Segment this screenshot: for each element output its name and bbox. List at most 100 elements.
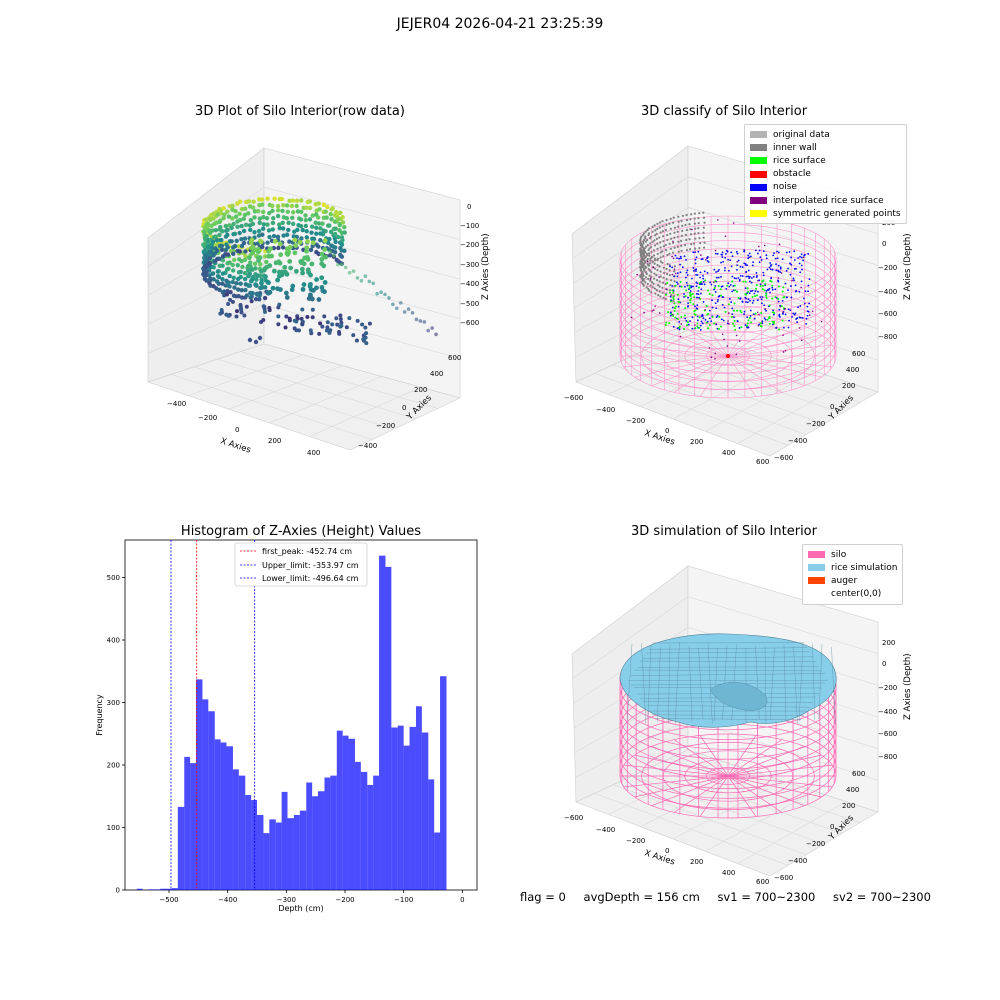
histogram-bar	[171, 888, 178, 890]
noise-point	[675, 281, 678, 284]
raw-data-point	[230, 268, 236, 273]
raw-data-point	[271, 215, 276, 221]
raw-data-point	[354, 338, 359, 343]
noise-point	[771, 268, 774, 271]
inner-wall-point	[662, 276, 665, 279]
gridline	[194, 366, 395, 430]
inner-wall-point	[661, 261, 664, 264]
raw-data-point	[298, 260, 304, 266]
raw-data-point	[285, 252, 291, 257]
histogram-bar	[257, 815, 264, 890]
raw-3d-axes-box	[147, 147, 461, 451]
noise-point	[788, 251, 791, 253]
inner-wall-point	[654, 234, 657, 237]
classify-xlabel: X Axies	[643, 428, 676, 447]
noise-point	[773, 252, 775, 255]
raw-data-point	[332, 253, 336, 258]
inner-wall-point	[668, 252, 671, 255]
rice-surface-meshline	[812, 643, 816, 720]
raw-data-point	[260, 232, 265, 237]
noise-point	[706, 257, 709, 260]
rice-surface-point	[676, 312, 679, 315]
noise-point	[696, 296, 698, 299]
noise-point	[737, 259, 740, 262]
raw-data-point	[299, 236, 304, 241]
legend-swatch	[750, 131, 767, 139]
histogram-bar	[397, 725, 404, 890]
gridline	[574, 268, 689, 333]
rice-surface-meshline	[783, 644, 787, 722]
raw-ztick: −600	[460, 319, 479, 327]
interpolated-surface-point	[666, 288, 668, 291]
noise-point	[736, 252, 739, 255]
raw-data-point	[213, 234, 218, 239]
noise-point	[695, 256, 698, 259]
silo-floor-spoke	[727, 764, 833, 777]
noise-point	[743, 262, 746, 265]
noise-point	[807, 284, 810, 287]
histogram-legend-box	[234, 542, 368, 587]
raw-data-point	[256, 258, 261, 263]
raw-data-point	[230, 279, 235, 285]
interpolated-surface-point	[758, 245, 760, 248]
interpolated-surface-point	[756, 311, 759, 314]
raw-data-point	[233, 214, 239, 219]
inner-wall-point	[666, 233, 669, 237]
legend-swatch	[750, 210, 767, 218]
silo-floor-spoke	[651, 326, 729, 357]
rice-surface-meshline	[831, 647, 836, 724]
rice-surface-point	[768, 317, 771, 320]
inner-wall-point	[658, 280, 661, 283]
rice-surface-point	[781, 319, 784, 322]
rice-surface-point	[734, 289, 737, 292]
histogram-bar	[312, 796, 319, 890]
histogram-bar	[177, 806, 185, 890]
inner-wall-point	[653, 267, 657, 270]
legend-label: obstacle	[773, 169, 811, 180]
inner-wall-point	[659, 241, 662, 244]
rice-surface-point	[672, 296, 675, 299]
raw-ztick: −500	[460, 300, 479, 308]
noise-point	[758, 323, 761, 326]
noise-point	[723, 269, 726, 272]
noise-point	[746, 326, 748, 329]
inner-wall-point	[661, 225, 664, 228]
noise-point	[781, 258, 784, 261]
rice-surface-point	[744, 293, 747, 296]
legend-swatch	[808, 577, 825, 585]
raw-data-point	[242, 257, 248, 263]
rice-surface-point	[746, 322, 749, 325]
raw-data-point	[325, 320, 330, 325]
raw-data-point	[256, 208, 261, 214]
raw-data-point	[284, 232, 290, 237]
silo-floor-spoke	[727, 775, 822, 798]
interpolated-surface-point	[782, 351, 785, 353]
raw-data-point	[225, 245, 230, 250]
rice-surface-point	[668, 291, 671, 294]
raw-data-point	[235, 262, 240, 268]
raw-data-point	[295, 316, 300, 321]
raw-data-point	[202, 268, 207, 273]
raw-data-point	[261, 222, 267, 227]
rice-surface-meshline	[713, 647, 718, 722]
raw-data-point	[297, 328, 302, 333]
noise-point	[800, 316, 802, 319]
rice-surface-meshline	[707, 643, 713, 724]
raw-data-point	[253, 296, 259, 302]
noise-point	[717, 298, 719, 301]
histogram-y-tick-label: 500	[107, 574, 120, 582]
raw-data-point	[264, 259, 269, 265]
noise-point	[738, 327, 741, 329]
inner-wall-point	[665, 218, 668, 222]
legend-swatch	[750, 197, 767, 205]
rice-surface-point	[782, 286, 785, 289]
noise-point	[747, 269, 750, 272]
noise-point	[727, 258, 729, 261]
noise-point	[757, 290, 759, 293]
raw-data-point	[246, 211, 251, 216]
inner-wall-point	[685, 238, 688, 242]
silo-floor-spoke	[634, 355, 729, 378]
inner-wall-point	[664, 228, 667, 232]
inner-wall-point	[662, 266, 665, 269]
inner-wall-point	[676, 225, 680, 228]
